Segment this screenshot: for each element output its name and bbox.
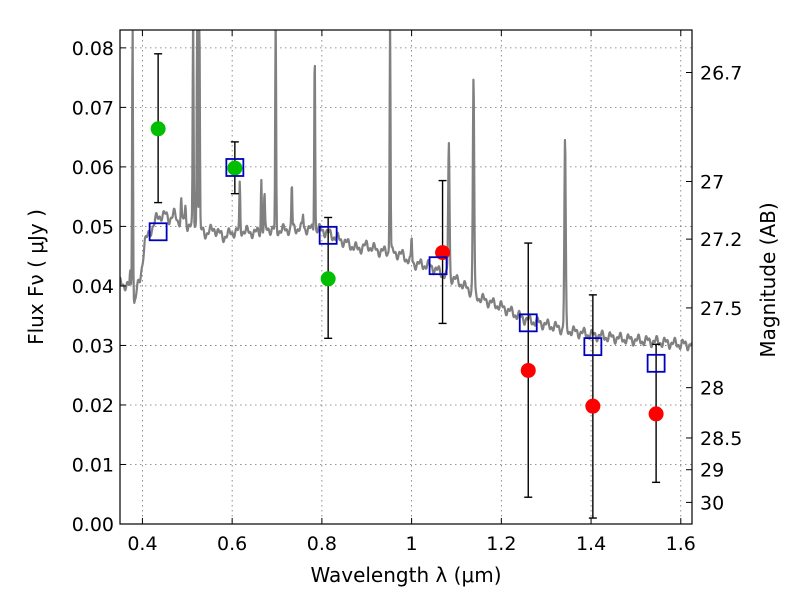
mag-tick-label: 29	[700, 460, 724, 482]
x-tick-label: 1	[406, 533, 418, 555]
grid	[120, 30, 692, 525]
y-tick-label: 0.07	[72, 97, 114, 119]
mag-tick-label: 26.7	[700, 63, 742, 85]
data-point	[320, 271, 336, 287]
mag-tick-label: 27	[700, 172, 724, 194]
x-tick-label: 0.6	[217, 533, 247, 555]
photometry-points	[148, 53, 666, 519]
y-tick-label: 0.03	[72, 335, 114, 357]
mag-tick-label: 30	[700, 492, 724, 514]
model-point	[225, 158, 245, 177]
mag-tick-label: 27.5	[700, 298, 742, 320]
data-point	[150, 121, 166, 137]
x-tick-label: 1.4	[576, 533, 606, 555]
data-point	[520, 362, 536, 378]
model-point	[518, 313, 538, 333]
model-point	[148, 222, 168, 242]
y-tick-label: 0.04	[72, 276, 114, 298]
mag-tick-label: 27.2	[700, 229, 742, 251]
data-point	[585, 398, 601, 414]
plot-frame	[119, 29, 693, 525]
x-axis-label: Wavelength λ (μm)	[310, 563, 501, 587]
x-tick-label: 1.2	[486, 533, 516, 555]
y-tick-label: 0.08	[72, 38, 114, 60]
mag-tick-label: 28.5	[700, 428, 742, 450]
data-point	[648, 406, 664, 422]
model-spectrum	[120, 30, 692, 352]
y-tick-label: 0.01	[72, 454, 114, 476]
data-point	[227, 160, 243, 176]
spectrum-line	[120, 30, 692, 352]
model-point	[318, 225, 338, 245]
y-tick-label: 0.06	[72, 157, 114, 179]
y-tick-label: 0.00	[72, 514, 114, 536]
y-tick-label: 0.02	[72, 395, 114, 417]
y2-axis-label: Magnitude (AB)	[756, 202, 780, 357]
model-point	[428, 256, 448, 276]
axis-ticks: 0.4 0.6 0.8 1 1.2 1.4 1.6 0.00 0.01 0.02 0.03 0.04 0…	[72, 30, 742, 555]
y-axis-label: Flux Fν ( μJy )	[24, 209, 48, 345]
x-tick-label: 1.6	[666, 533, 696, 555]
model-point	[646, 353, 666, 373]
y-tick-label: 0.05	[72, 216, 114, 238]
x-tick-label: 0.4	[127, 533, 157, 555]
x-tick-label: 0.8	[307, 533, 337, 555]
mag-tick-label: 28	[700, 378, 724, 400]
model-point	[583, 337, 603, 357]
